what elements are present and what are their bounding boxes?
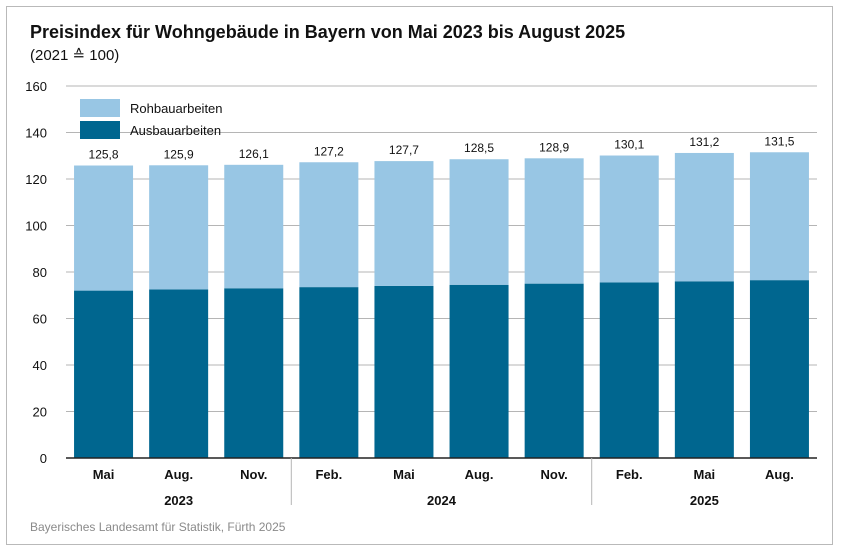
y-tick-label: 160 <box>25 79 47 94</box>
chart-subtitle: (2021 ≙ 100) <box>30 47 120 64</box>
y-tick-label: 0 <box>40 451 47 466</box>
bar-ausbauarbeiten <box>524 283 584 458</box>
data-label: 125,9 <box>164 147 194 161</box>
bar-ausbauarbeiten <box>674 281 734 458</box>
data-label: 127,2 <box>314 144 344 158</box>
x-tick-label: Feb. <box>616 467 643 482</box>
bar-rohbauarbeiten <box>674 152 734 282</box>
source-note: Bayerisches Landesamt für Statistik, Für… <box>30 520 286 534</box>
x-tick-label: Mai <box>694 467 716 482</box>
data-label: 131,5 <box>764 134 794 148</box>
x-tick-label: Mai <box>93 467 115 482</box>
data-label: 131,2 <box>689 135 719 149</box>
x-tick-label: Aug. <box>164 467 193 482</box>
bar-rohbauarbeiten <box>224 164 284 289</box>
x-tick-label: Nov. <box>541 467 568 482</box>
chart-title: Preisindex für Wohngebäude in Bayern von… <box>30 22 626 42</box>
legend-swatch-ausbauarbeiten <box>80 121 120 139</box>
bar-rohbauarbeiten <box>74 165 134 291</box>
data-label: 130,1 <box>614 138 644 152</box>
x-tick-label: Aug. <box>465 467 494 482</box>
x-tick-label: Nov. <box>240 467 267 482</box>
bar-ausbauarbeiten <box>374 285 434 458</box>
data-label: 125,8 <box>89 148 119 162</box>
data-label: 126,1 <box>239 147 269 161</box>
bar-ausbauarbeiten <box>599 282 659 458</box>
bar-ausbauarbeiten <box>224 288 284 458</box>
bar-ausbauarbeiten <box>449 284 509 458</box>
bar-rohbauarbeiten <box>749 152 809 281</box>
x-tick-label: Mai <box>393 467 415 482</box>
y-tick-label: 120 <box>25 172 47 187</box>
bar-rohbauarbeiten <box>599 155 659 283</box>
bar-rohbauarbeiten <box>524 158 584 284</box>
y-tick-label: 60 <box>33 312 47 327</box>
data-label: 128,5 <box>464 141 494 155</box>
bar-ausbauarbeiten <box>74 290 134 458</box>
y-tick-label: 100 <box>25 219 47 234</box>
x-tick-label: Feb. <box>315 467 342 482</box>
data-label: 128,9 <box>539 140 569 154</box>
y-tick-label: 80 <box>33 265 47 280</box>
legend-label: Rohbauarbeiten <box>130 101 223 116</box>
year-group-label: 2025 <box>690 493 719 508</box>
year-group-label: 2023 <box>164 493 193 508</box>
bar-ausbauarbeiten <box>299 287 359 458</box>
data-label: 127,7 <box>389 143 419 157</box>
x-tick-label: Aug. <box>765 467 794 482</box>
year-group-label: 2024 <box>427 493 457 508</box>
y-tick-label: 40 <box>33 358 47 373</box>
bar-rohbauarbeiten <box>449 159 509 285</box>
bar-ausbauarbeiten <box>149 289 209 458</box>
bar-rohbauarbeiten <box>374 161 434 286</box>
bar-rohbauarbeiten <box>299 162 359 288</box>
legend-swatch-rohbauarbeiten <box>80 99 120 117</box>
legend-label: Ausbauarbeiten <box>130 123 221 138</box>
bar-rohbauarbeiten <box>149 165 209 290</box>
bar-ausbauarbeiten <box>749 280 809 458</box>
y-tick-label: 140 <box>25 126 47 141</box>
y-tick-label: 20 <box>33 405 47 420</box>
